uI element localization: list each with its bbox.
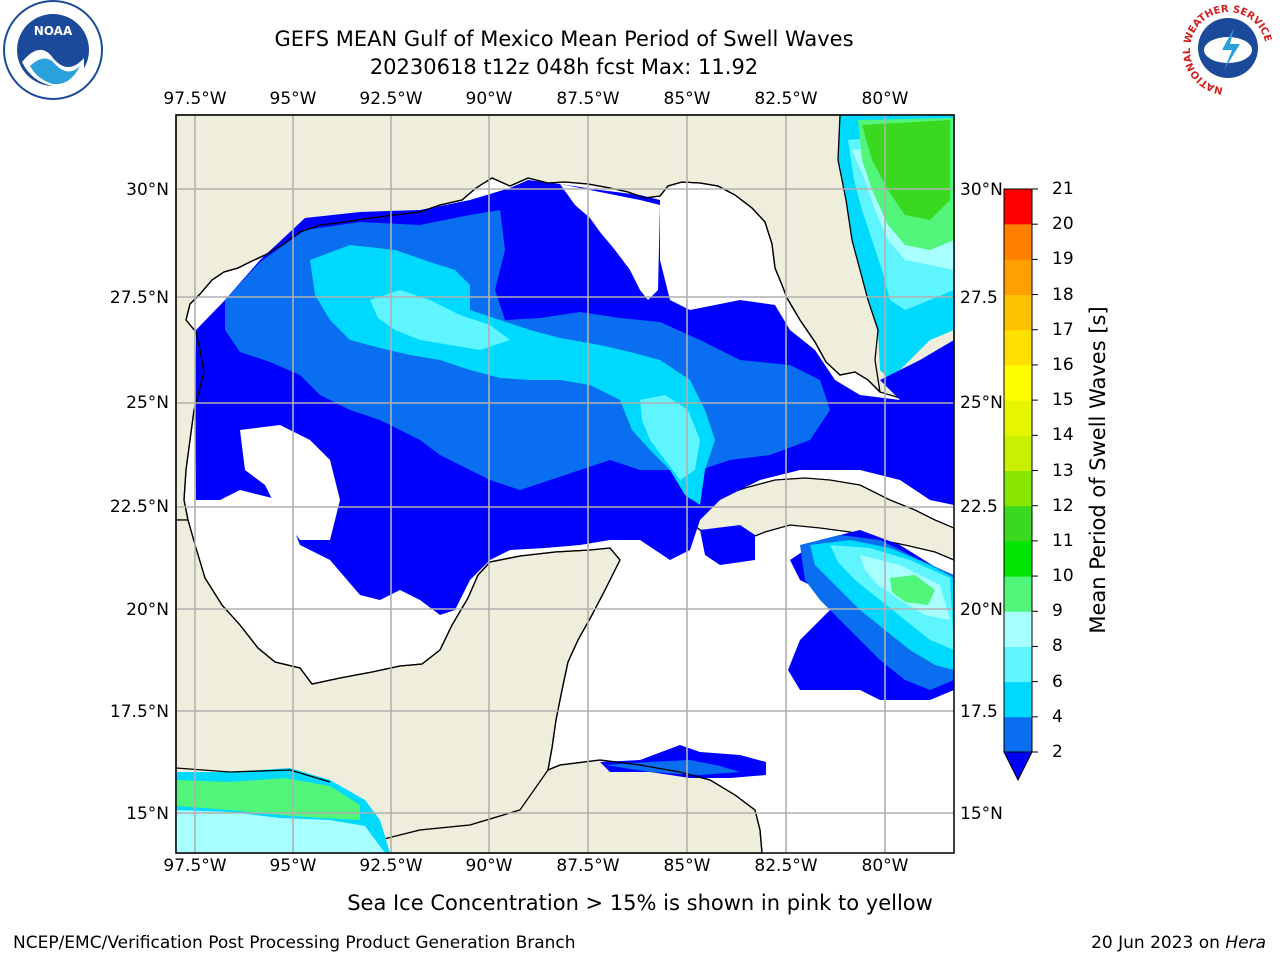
colorbar-tick-label: 16 [1052, 354, 1074, 375]
lat-tick-left: 22.5°N [109, 497, 169, 517]
colorbar-swatch [1004, 224, 1032, 260]
map-frame [175, 114, 955, 854]
colorbar-tick-label: 17 [1052, 319, 1074, 340]
colorbar-swatch [1004, 189, 1032, 225]
nws-logo: NATIONAL WEATHER SERVICE [1182, 2, 1274, 96]
colorbar-tick-label: 12 [1052, 495, 1074, 516]
lat-tick-right: 25°N [960, 393, 1003, 413]
colorbar-tick-label: 6 [1052, 671, 1063, 692]
lat-tick-right: 27.5 [960, 288, 998, 308]
colorbar-tick-label: 4 [1052, 706, 1063, 727]
footer-host: Hera [1225, 933, 1266, 953]
lon-tick-bottom: 92.5°W [359, 856, 423, 876]
colorbar-swatch [1004, 540, 1032, 577]
colorbar-swatch [1004, 470, 1032, 507]
colorbar-swatch [1004, 364, 1032, 401]
colorbar-tick-label: 21 [1052, 179, 1074, 199]
lon-tick-bottom: 90°W [465, 856, 513, 876]
colorbar-tick-label: 14 [1052, 425, 1074, 446]
colorbar-tick-label: 2 [1052, 742, 1063, 762]
lat-tick-left: 25°N [126, 393, 169, 413]
colorbar-extend-arrow [1003, 751, 1033, 782]
colorbar-swatch [1004, 435, 1032, 471]
lat-tick-right: 17.5 [960, 702, 998, 722]
lat-tick-right: 22.5 [960, 497, 998, 517]
colorbar-swatch [1004, 681, 1032, 718]
colorbar-swatch [1004, 259, 1032, 296]
colorbar-swatch [1004, 576, 1032, 612]
lat-tick-left: 20°N [126, 600, 169, 620]
colorbar-tick-label: 18 [1052, 284, 1074, 305]
lon-tick-bottom: 97.5°W [163, 856, 227, 876]
lon-tick-top: 85°W [663, 89, 711, 109]
graticule [176, 115, 954, 853]
chart-subtitle: 20230618 t12z 048h fcst Max: 11.92 [369, 55, 759, 79]
lon-tick-top: 95°W [269, 89, 317, 109]
colorbar-tick-label: 13 [1052, 460, 1074, 481]
colorbar-tick-label: 9 [1052, 601, 1063, 622]
footer-date: 20 Jun 2023 on Hera [1091, 933, 1266, 953]
lat-tick-left: 30°N [126, 180, 169, 200]
lat-tick-right: 20°N [960, 600, 1003, 620]
sea-ice-note-text: Sea Ice Concentration > 15% is shown in … [347, 891, 933, 915]
colorbar-swatch [1004, 611, 1032, 647]
noaa-logo: NOAA [3, 0, 103, 100]
lon-tick-top: 82.5°W [754, 89, 818, 109]
lon-tick-top: 92.5°W [359, 89, 423, 109]
lat-tick-right: 15°N [960, 804, 1003, 824]
colorbar-swatch [1004, 716, 1032, 753]
colorbar-swatch [1004, 294, 1032, 331]
colorbar-tick-label: 11 [1052, 530, 1074, 551]
colorbar-swatch [1004, 646, 1032, 683]
swell-field [176, 115, 954, 853]
lon-tick-bottom: 95°W [269, 856, 317, 876]
colorbar [1003, 188, 1038, 782]
colorbar-tick-label: 20 [1052, 214, 1074, 235]
colorbar-swatch [1004, 329, 1032, 366]
lon-tick-bottom: 80°W [861, 856, 909, 876]
lon-tick-bottom: 87.5°W [556, 856, 620, 876]
footer-credit: NCEP/EMC/Verification Post Processing Pr… [13, 933, 576, 953]
lon-tick-bottom: 85°W [663, 856, 711, 876]
lon-tick-top: 80°W [861, 89, 909, 109]
lat-tick-left: 15°N [126, 804, 169, 824]
footer-date-text: 20 Jun 2023 on [1091, 933, 1226, 953]
coastlines [175, 114, 881, 854]
lon-tick-top: 87.5°W [556, 89, 620, 109]
colorbar-tick-label: 19 [1052, 249, 1074, 270]
colorbar-tick-label: 8 [1052, 636, 1063, 657]
lat-tick-left: 27.5°N [109, 288, 169, 308]
colorbar-tick-label: 10 [1052, 566, 1074, 587]
lon-tick-top: 97.5°W [163, 89, 227, 109]
lon-tick-top: 90°W [465, 89, 513, 109]
chart-title: GEFS MEAN Gulf of Mexico Mean Period of … [274, 27, 854, 51]
lat-tick-left: 17.5°N [109, 702, 169, 722]
lon-tick-bottom: 82.5°W [754, 856, 818, 876]
colorbar-title: Mean Period of Swell Waves [s] [1086, 306, 1110, 634]
noaa-logo-text: NOAA [34, 24, 73, 38]
lat-tick-right: 30°N [960, 180, 1003, 200]
colorbar-swatch [1004, 400, 1032, 436]
sea-ice-note: Sea Ice Concentration > 15% is shown in … [0, 891, 1280, 915]
colorbar-swatch [1004, 505, 1032, 542]
colorbar-tick-label: 15 [1052, 390, 1074, 411]
